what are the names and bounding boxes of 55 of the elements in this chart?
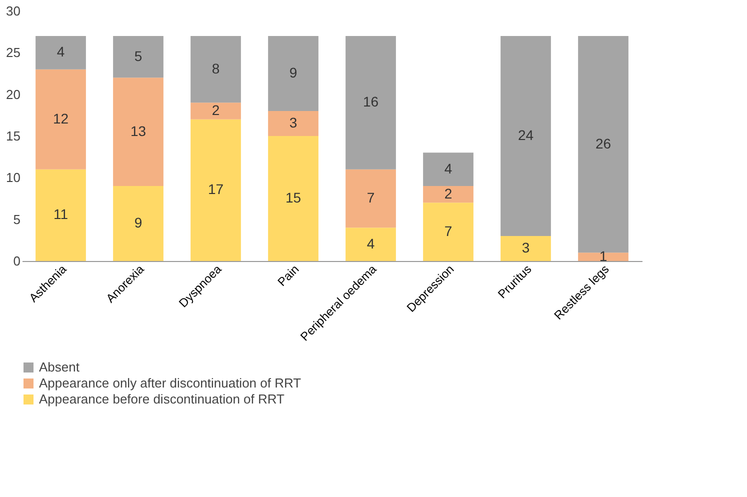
data-label: 2 bbox=[444, 185, 452, 202]
data-label: 4 bbox=[366, 235, 375, 252]
bar bbox=[268, 36, 318, 111]
bar bbox=[578, 252, 628, 261]
y-tick-label: 5 bbox=[13, 212, 20, 227]
data-label: 4 bbox=[56, 44, 65, 60]
y-tick-label: 30 bbox=[6, 4, 20, 18]
data-label: 9 bbox=[134, 214, 142, 230]
data-label: 17 bbox=[208, 181, 224, 198]
legend-label: Appearance before discontinuation of RRT bbox=[39, 392, 285, 406]
y-tick-label: 0 bbox=[13, 254, 20, 268]
bar bbox=[346, 228, 396, 261]
bar bbox=[36, 36, 86, 70]
data-label: 9 bbox=[289, 64, 298, 80]
bar bbox=[500, 236, 551, 261]
y-tick-label: 15 bbox=[6, 128, 20, 144]
data-label: 7 bbox=[366, 190, 375, 206]
bar bbox=[423, 186, 474, 203]
bar bbox=[113, 78, 164, 186]
data-label: 3 bbox=[289, 114, 298, 130]
legend-label: Appearance only after discontinuation of RRT bbox=[39, 376, 302, 390]
bar bbox=[346, 169, 396, 228]
bar bbox=[346, 36, 396, 170]
data-label: 16 bbox=[362, 94, 379, 110]
bar bbox=[190, 36, 241, 103]
data-label: 7 bbox=[444, 222, 452, 239]
data-label: 13 bbox=[130, 122, 146, 139]
bar bbox=[36, 169, 86, 261]
bar bbox=[113, 36, 164, 78]
bar bbox=[190, 102, 241, 120]
data-label: 5 bbox=[134, 48, 142, 64]
bar bbox=[113, 186, 164, 261]
data-label: 11 bbox=[53, 206, 68, 222]
data-label: 12 bbox=[52, 110, 69, 126]
data-label: 1 bbox=[599, 248, 608, 264]
y-tick-label: 25 bbox=[6, 45, 20, 60]
bar bbox=[423, 202, 474, 261]
bar bbox=[500, 36, 551, 236]
data-label: 4 bbox=[444, 160, 452, 176]
legend-label: Absent bbox=[39, 360, 80, 374]
data-label: 8 bbox=[212, 60, 220, 76]
data-label: 26 bbox=[595, 135, 612, 152]
y-tick-label: 10 bbox=[6, 170, 20, 186]
bar bbox=[578, 36, 628, 253]
data-label: 15 bbox=[285, 190, 302, 206]
data-label: 2 bbox=[212, 102, 220, 118]
x-tick-label: Pain bbox=[274, 262, 302, 289]
bar bbox=[423, 152, 474, 186]
y-tick-label: 20 bbox=[6, 86, 20, 102]
bar bbox=[190, 119, 241, 261]
bar bbox=[268, 111, 318, 136]
data-label: 3 bbox=[522, 240, 530, 256]
bar bbox=[36, 69, 86, 170]
bar bbox=[268, 136, 318, 261]
data-label: 24 bbox=[518, 127, 534, 143]
